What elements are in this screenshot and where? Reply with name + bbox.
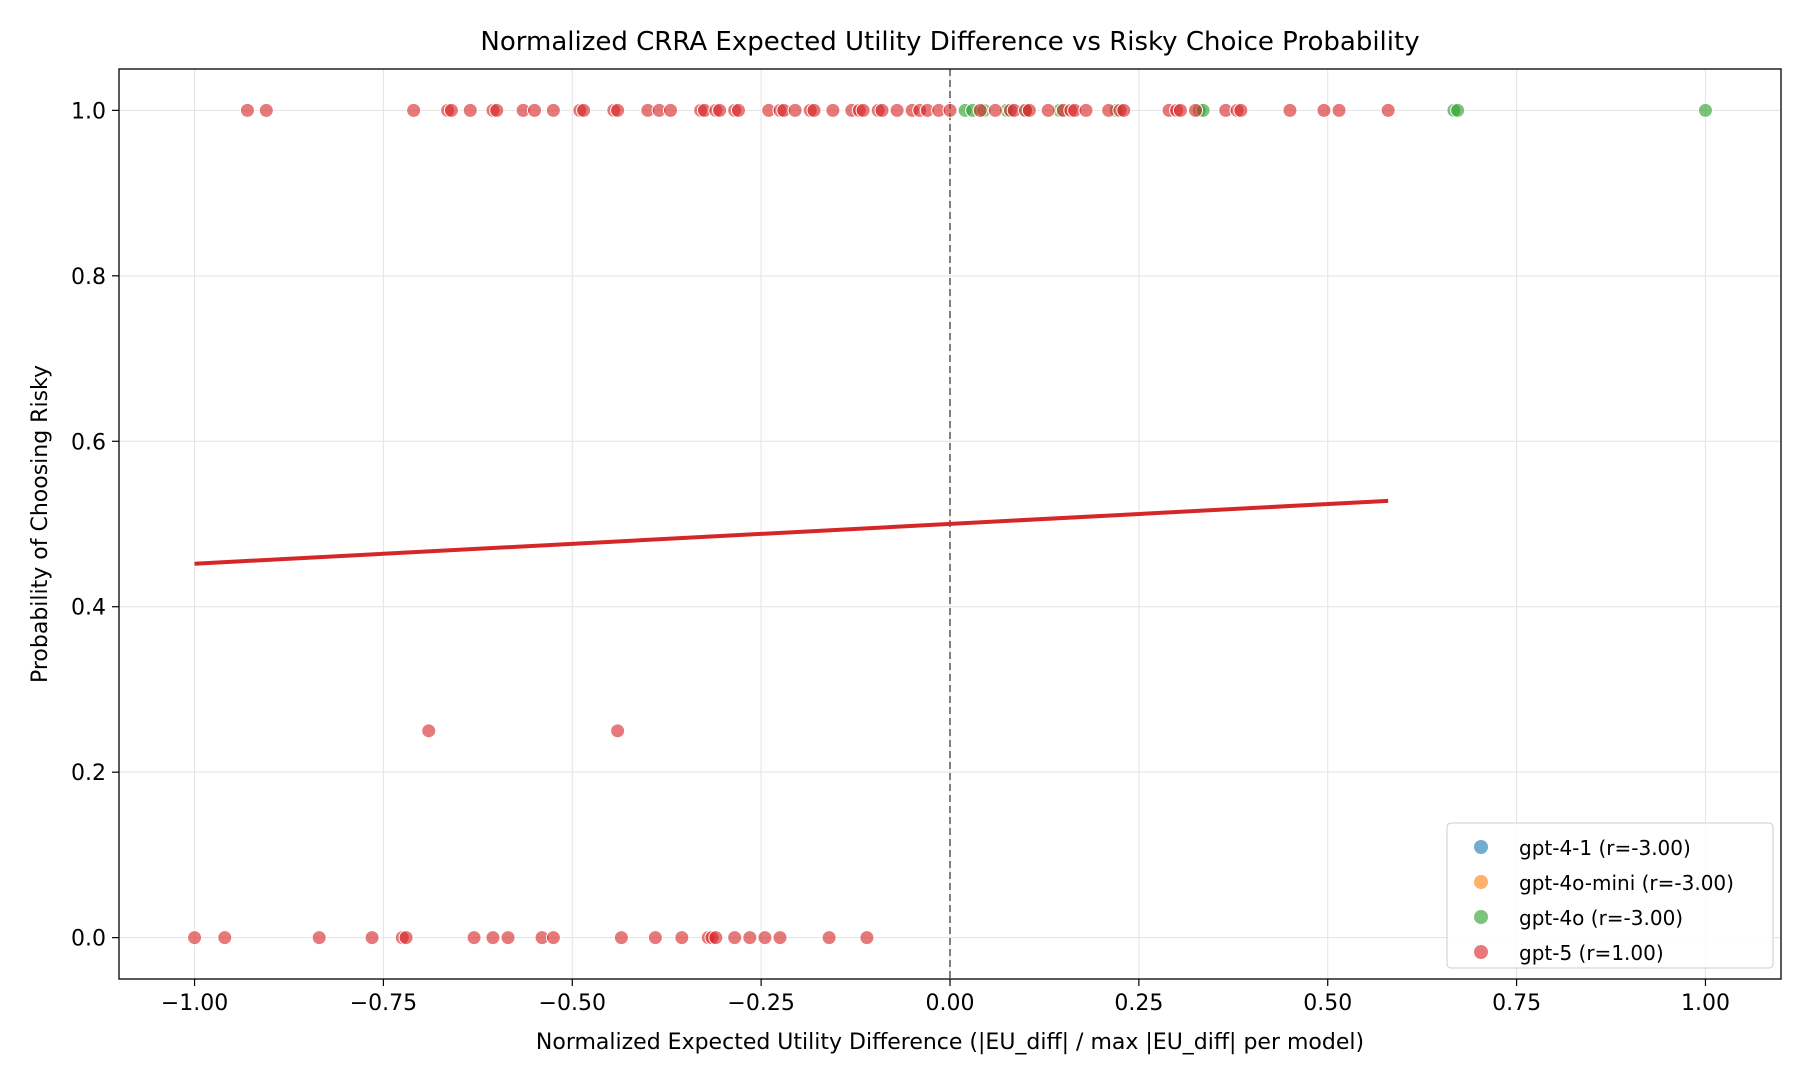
y-tick-label: 0.0 [71, 927, 106, 952]
legend-label: gpt-4o-mini (r=-3.00) [1519, 871, 1734, 895]
data-point [1233, 102, 1249, 118]
y-axis-label: Probability of Choosing Risky [28, 365, 53, 683]
y-tick-label: 0.6 [71, 430, 106, 455]
x-tick-label: 0.25 [1114, 991, 1163, 1016]
data-point [466, 930, 482, 946]
data-point [1021, 102, 1037, 118]
x-axis-label: Normalized Expected Utility Difference (… [536, 1030, 1364, 1055]
data-point [462, 102, 478, 118]
x-axis-ticks: −1.00 −0.75 −0.50 −0.25 0.00 0.25 0.50 0.75 1.00 [161, 979, 1730, 1016]
legend-marker [1474, 840, 1488, 854]
y-tick-label: 0.4 [71, 596, 106, 621]
data-point [987, 102, 1003, 118]
data-point [443, 102, 459, 118]
data-point [545, 102, 561, 118]
data-point [708, 930, 724, 946]
legend: gpt-4-1 (r=-3.00) gpt-4o-mini (r=-3.00) gp… [1446, 822, 1774, 969]
data-point [613, 930, 629, 946]
data-point [258, 102, 274, 118]
x-tick-label: 0.50 [1303, 991, 1352, 1016]
data-point [1282, 102, 1298, 118]
y-axis-ticks: 0.0 0.2 0.4 0.6 0.8 1.0 [71, 99, 119, 952]
trend-line [194, 498, 1389, 566]
data-point [757, 930, 773, 946]
data-point [727, 930, 743, 946]
data-points-layer [187, 102, 1713, 946]
legend-marker [1474, 875, 1488, 889]
chart-title: Normalized CRRA Expected Utility Differe… [480, 27, 1419, 57]
data-point [1697, 102, 1713, 118]
data-point [217, 930, 233, 946]
data-point [545, 930, 561, 946]
data-point [859, 930, 875, 946]
x-tick-label: 0.00 [926, 991, 975, 1016]
legend-marker [1474, 945, 1488, 959]
data-point [874, 102, 890, 118]
data-point [712, 102, 728, 118]
data-point [527, 102, 542, 118]
data-point [610, 102, 626, 118]
x-tick-label: 1.00 [1681, 991, 1730, 1016]
x-tick-label: 0.75 [1492, 991, 1541, 1016]
legend-label: gpt-4o (r=-3.00) [1519, 906, 1683, 930]
data-point [1078, 102, 1094, 118]
legend-label: gpt-5 (r=1.00) [1519, 941, 1664, 965]
data-point [1331, 102, 1347, 118]
data-point [972, 102, 988, 118]
data-point [489, 102, 505, 118]
data-point [1188, 102, 1204, 118]
trend-line-layer [194, 498, 1389, 566]
legend-label: gpt-4-1 (r=-3.00) [1519, 836, 1691, 860]
data-point [421, 723, 437, 739]
data-point [855, 102, 871, 118]
x-tick-label: −0.50 [539, 991, 606, 1016]
legend-marker [1474, 910, 1488, 924]
data-point [742, 930, 758, 946]
data-point [485, 930, 501, 946]
data-point [730, 102, 746, 118]
data-point [576, 102, 592, 118]
data-point [398, 930, 414, 946]
data-point [500, 930, 516, 946]
data-point [311, 930, 327, 946]
data-point [942, 102, 958, 118]
x-tick-label: −1.00 [161, 991, 228, 1016]
x-tick-label: −0.25 [727, 991, 794, 1016]
data-point [239, 102, 255, 118]
data-point [364, 930, 380, 946]
data-point [662, 102, 678, 118]
data-point [610, 723, 626, 739]
data-point [1316, 102, 1332, 118]
data-point [825, 102, 841, 118]
data-point [674, 930, 690, 946]
data-point [772, 930, 788, 946]
data-point [1172, 102, 1188, 118]
data-point [821, 930, 837, 946]
data-point [1450, 102, 1466, 118]
y-tick-label: 0.8 [71, 265, 106, 290]
data-point [787, 102, 803, 118]
legend-box [1446, 822, 1774, 969]
data-point [406, 102, 422, 118]
data-point [647, 930, 663, 946]
y-tick-label: 0.2 [71, 761, 106, 786]
x-tick-label: −0.75 [350, 991, 417, 1016]
data-point [806, 102, 822, 118]
data-point [1040, 102, 1056, 118]
data-point [1116, 102, 1132, 118]
data-point [187, 930, 203, 946]
y-tick-label: 1.0 [71, 99, 106, 124]
data-point [889, 102, 905, 118]
data-point [1380, 102, 1396, 118]
